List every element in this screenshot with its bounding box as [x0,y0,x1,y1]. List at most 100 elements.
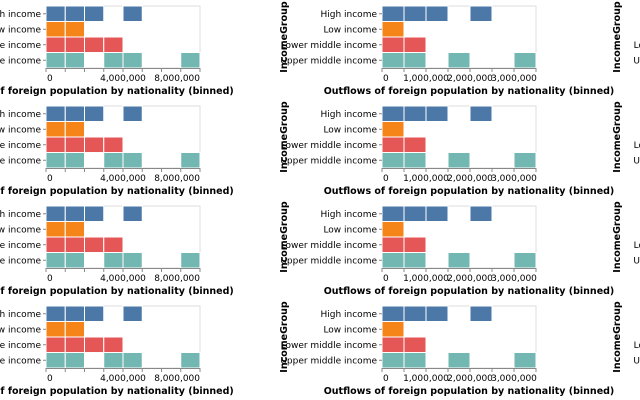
bin-bar [64,352,85,369]
x-tick-label: 2,000,000 [447,174,493,184]
x-tick-label: 4,000,000 [100,274,146,284]
facet-panel-4-1: High income Low income Lower middle income… [0,305,234,397]
bin-bar [64,36,85,53]
bin-bar [403,252,427,269]
bin-bar [403,152,427,169]
bin-bar [381,336,405,353]
bin-bar [381,21,405,38]
x-tick-label: 1,000,000 [403,174,449,184]
bin-bar [64,105,85,122]
bin-bar [64,121,85,138]
y-tick-label: Low income [0,125,41,135]
x-tick-label: 0 [383,74,389,84]
bin-bar [122,105,143,122]
bin-bar [122,152,143,169]
bin-bar [403,36,427,53]
facet-panel-1-1: High income Low income Lower middle income… [0,5,234,97]
facet-panel-2-1: High income Low income Lower middle income… [0,105,234,197]
bin-bar [403,136,427,153]
y-axis-title: IncomeGroup [612,201,623,273]
y-axis-title: IncomeGroup [279,201,290,273]
y-tick-label: High income [320,210,377,220]
bin-bar [381,5,405,22]
y-axis-title: IncomeGroup [279,301,290,373]
y-tick-label: Upper middle income [280,356,377,366]
bin-bar [45,352,66,369]
y-axis-title: IncomeGroup [612,101,623,173]
x-tick-label: 0 [383,274,389,284]
x-tick-label: 1,000,000 [403,74,449,84]
x-tick-label: 0 [47,374,53,384]
y-tick-label: Lower middle income [0,241,41,251]
bin-bar [469,205,493,222]
bin-bar [45,36,66,53]
facet-panel-3-2: High income Low income Lower middle income… [279,201,614,297]
bin-bar [447,252,471,269]
x-tick-label: 3,000,000 [491,274,537,284]
bin-bar [122,205,143,222]
bin-bar [403,5,427,22]
bin-bar [403,205,427,222]
bin-bar [403,105,427,122]
x-axis-title: Inflows of foreign population by nationa… [0,186,234,197]
bin-bar [64,21,85,38]
bin-bar [403,352,427,369]
bin-bar [122,305,143,322]
y-axis-title: IncomeGroup [279,1,290,73]
bin-bar [64,52,85,69]
x-tick-label: 1,000,000 [403,274,449,284]
facet-panel-2-2: High income Low income Lower middle income… [279,101,614,197]
bin-bar [64,221,85,238]
y-tick-label: High income [0,310,41,320]
x-tick-label: 0 [47,274,53,284]
x-tick-label: 3,000,000 [491,174,537,184]
bin-bar [45,321,66,338]
bin-bar [122,352,143,369]
x-tick-label: 4,000,000 [100,374,146,384]
y-tick-label: Lower middle income [281,141,378,151]
bin-bar [469,5,493,22]
bin-bar [64,136,85,153]
bin-bar [45,305,66,322]
y-axis-title: IncomeGroup [612,301,623,373]
x-tick-label: 8,000,000 [154,74,200,84]
x-tick-label: 3,000,000 [491,74,537,84]
y-tick-label: High income [320,110,377,120]
bin-bar [64,336,85,353]
y-axis-title: IncomeGroup [279,101,290,173]
bin-bar [425,105,449,122]
y-tick-label: Lower middle income [634,341,640,351]
y-tick-label: Lower middle income [634,241,640,251]
bin-bar [84,105,105,122]
x-tick-label: 4,000,000 [100,74,146,84]
bin-bar [45,21,66,38]
x-tick-label: 1,000,000 [403,374,449,384]
bin-bar [64,5,85,22]
bin-bar [103,336,124,353]
y-tick-label: High income [0,110,41,120]
bin-bar [64,205,85,222]
bin-bar [381,152,405,169]
bin-bar [64,252,85,269]
y-tick-label: Low income [0,225,41,235]
bin-bar [45,336,66,353]
x-tick-label: 0 [47,174,53,184]
bin-bar [425,5,449,22]
y-tick-label: Lower middle income [0,141,41,151]
y-tick-label: Upper middle income [280,256,377,266]
y-tick-label: High income [320,10,377,20]
bin-bar [425,205,449,222]
y-tick-label: Upper middle income [0,356,41,366]
facet-panel-3-1: High income Low income Lower middle income… [0,205,234,297]
y-axis-title: IncomeGroup [612,1,623,73]
y-tick-label: Lower middle income [281,341,378,351]
bin-bar [513,152,537,169]
bin-bar [469,305,493,322]
bin-bar [45,152,66,169]
bin-bar [425,305,449,322]
bin-bar [381,52,405,69]
bin-bar [381,36,405,53]
